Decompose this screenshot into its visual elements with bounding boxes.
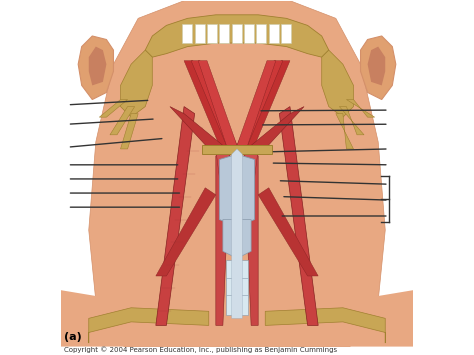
Polygon shape	[223, 219, 251, 258]
Polygon shape	[227, 295, 247, 315]
Polygon shape	[322, 50, 354, 117]
Polygon shape	[346, 99, 374, 117]
Polygon shape	[100, 99, 128, 117]
Polygon shape	[336, 114, 354, 149]
Polygon shape	[244, 61, 290, 146]
Polygon shape	[89, 1, 385, 346]
Polygon shape	[251, 106, 304, 152]
Bar	[269, 24, 279, 43]
Polygon shape	[145, 15, 329, 57]
Polygon shape	[237, 61, 283, 146]
Text: Copyright © 2004 Pearson Education, Inc., publishing as Benjamin Cummings: Copyright © 2004 Pearson Education, Inc.…	[64, 346, 337, 353]
Polygon shape	[156, 188, 216, 276]
Polygon shape	[244, 149, 258, 326]
Polygon shape	[184, 61, 230, 146]
Bar	[182, 24, 192, 43]
Polygon shape	[191, 61, 237, 146]
Polygon shape	[227, 278, 247, 297]
Polygon shape	[216, 149, 230, 326]
Polygon shape	[258, 188, 318, 276]
Polygon shape	[110, 106, 135, 135]
Polygon shape	[198, 61, 237, 146]
Polygon shape	[244, 146, 258, 177]
Text: (a): (a)	[64, 333, 82, 343]
Bar	[256, 24, 266, 43]
Polygon shape	[170, 106, 223, 152]
Polygon shape	[120, 50, 152, 117]
Bar	[232, 24, 242, 43]
Bar	[219, 24, 229, 43]
Polygon shape	[78, 36, 113, 99]
Polygon shape	[265, 308, 385, 343]
Polygon shape	[339, 106, 364, 135]
Polygon shape	[227, 260, 247, 279]
Polygon shape	[120, 114, 138, 149]
Bar	[244, 24, 254, 43]
Polygon shape	[202, 146, 272, 154]
Polygon shape	[279, 106, 318, 326]
Polygon shape	[61, 290, 413, 346]
Polygon shape	[361, 36, 396, 99]
Polygon shape	[216, 146, 230, 177]
Bar	[281, 24, 291, 43]
Bar	[195, 24, 204, 43]
Polygon shape	[89, 47, 106, 86]
Polygon shape	[156, 106, 195, 326]
Polygon shape	[219, 154, 255, 226]
Bar	[207, 24, 217, 43]
Polygon shape	[237, 61, 276, 146]
Polygon shape	[89, 308, 209, 343]
Polygon shape	[232, 149, 242, 318]
Polygon shape	[368, 47, 385, 86]
